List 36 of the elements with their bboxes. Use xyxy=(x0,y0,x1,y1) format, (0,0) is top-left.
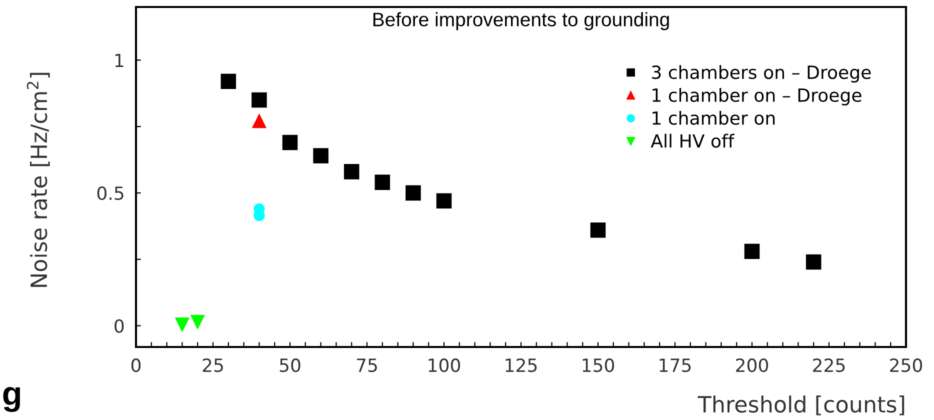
x-tick-label: 75 xyxy=(356,358,377,372)
legend-label: 1 chamber on xyxy=(652,110,775,125)
y-axis-title: Noise rate [Hz/cm$^{2}$] xyxy=(26,72,50,287)
point xyxy=(806,254,822,270)
point xyxy=(744,244,760,260)
point xyxy=(313,148,328,164)
x-tick-label: 50 xyxy=(280,358,300,372)
point xyxy=(590,222,606,238)
point xyxy=(374,174,390,190)
y-tick-label: 1 xyxy=(115,54,124,67)
point xyxy=(282,134,298,150)
x-tick-label: 175 xyxy=(660,358,691,372)
legend-label: All HV off xyxy=(650,134,735,148)
x-tick-label: 100 xyxy=(428,358,460,372)
point xyxy=(406,185,421,201)
point xyxy=(344,164,360,180)
x-tick-label: 0 xyxy=(131,358,141,372)
chart-title: Before improvements to grounding xyxy=(373,12,669,30)
point xyxy=(190,314,205,329)
point xyxy=(220,74,236,90)
point xyxy=(252,114,266,128)
point xyxy=(175,317,190,332)
point xyxy=(252,92,267,108)
legend-label: 3 chambers on – Droege xyxy=(652,65,871,83)
legend-label: 1 chamber on – Droege xyxy=(652,88,862,106)
text: g xyxy=(3,386,20,412)
x-tick-label: 150 xyxy=(582,358,614,372)
y-tick-label: 0 xyxy=(114,319,124,333)
x-axis-title: Threshold [counts] xyxy=(698,395,904,416)
y-tick-label: 0.5 xyxy=(97,186,124,200)
x-tick-label: 125 xyxy=(506,358,537,372)
point xyxy=(436,193,452,209)
x-tick-label: 200 xyxy=(736,358,768,372)
x-tick-label: 225 xyxy=(813,358,845,372)
x-tick-label: 25 xyxy=(202,358,223,372)
x-tick-label: 250 xyxy=(890,358,922,372)
